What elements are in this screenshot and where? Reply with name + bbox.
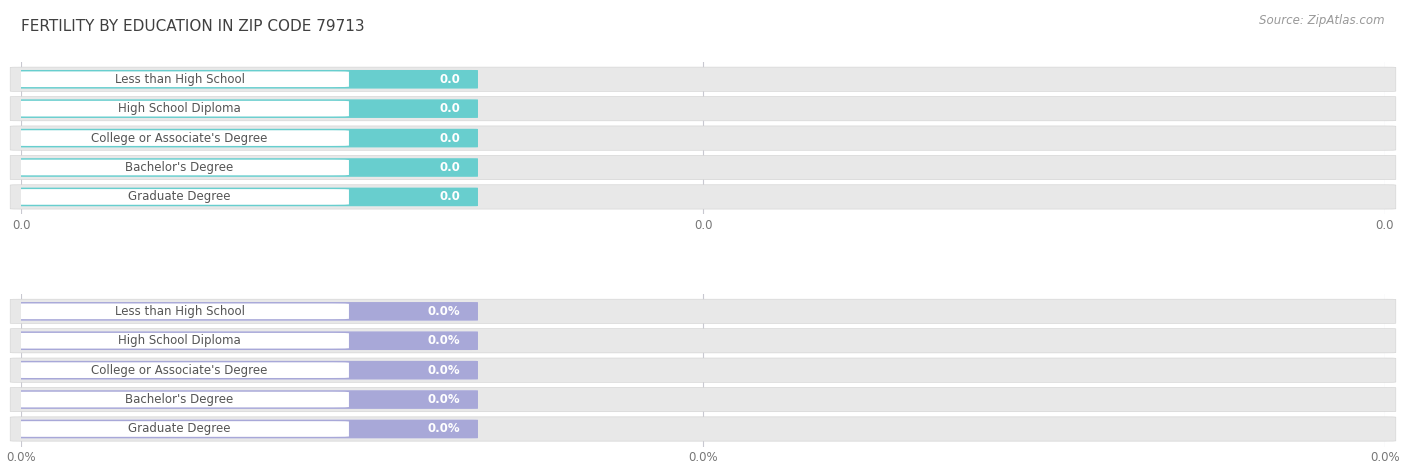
Text: 0.0%: 0.0% <box>427 393 460 406</box>
FancyBboxPatch shape <box>10 358 1396 382</box>
FancyBboxPatch shape <box>10 71 349 87</box>
FancyBboxPatch shape <box>14 158 478 177</box>
FancyBboxPatch shape <box>14 390 478 409</box>
Text: 0.0: 0.0 <box>439 73 460 86</box>
FancyBboxPatch shape <box>10 185 1396 209</box>
FancyBboxPatch shape <box>14 361 478 380</box>
Text: Graduate Degree: Graduate Degree <box>128 422 231 436</box>
Text: College or Associate's Degree: College or Associate's Degree <box>91 364 267 377</box>
FancyBboxPatch shape <box>10 126 1396 150</box>
Text: 0.0%: 0.0% <box>427 422 460 436</box>
FancyBboxPatch shape <box>14 390 478 409</box>
FancyBboxPatch shape <box>10 96 1396 121</box>
FancyBboxPatch shape <box>14 129 478 147</box>
FancyBboxPatch shape <box>14 70 478 88</box>
FancyBboxPatch shape <box>14 332 478 350</box>
Text: Less than High School: Less than High School <box>114 305 245 318</box>
FancyBboxPatch shape <box>14 99 478 118</box>
FancyBboxPatch shape <box>10 362 349 378</box>
Text: 0.0%: 0.0% <box>427 364 460 377</box>
Text: 0.0%: 0.0% <box>427 305 460 318</box>
Text: High School Diploma: High School Diploma <box>118 102 240 115</box>
FancyBboxPatch shape <box>10 304 349 319</box>
FancyBboxPatch shape <box>14 302 478 321</box>
FancyBboxPatch shape <box>10 189 349 205</box>
FancyBboxPatch shape <box>10 155 1396 180</box>
Text: 0.0: 0.0 <box>439 102 460 115</box>
FancyBboxPatch shape <box>10 333 349 349</box>
Text: Graduate Degree: Graduate Degree <box>128 190 231 203</box>
FancyBboxPatch shape <box>10 101 349 116</box>
Text: Bachelor's Degree: Bachelor's Degree <box>125 161 233 174</box>
Text: 0.0: 0.0 <box>439 161 460 174</box>
FancyBboxPatch shape <box>14 188 478 206</box>
FancyBboxPatch shape <box>14 158 478 177</box>
FancyBboxPatch shape <box>14 99 478 118</box>
FancyBboxPatch shape <box>10 160 349 175</box>
FancyBboxPatch shape <box>14 302 478 321</box>
FancyBboxPatch shape <box>10 299 1396 323</box>
FancyBboxPatch shape <box>10 130 349 146</box>
FancyBboxPatch shape <box>14 188 478 206</box>
Text: Less than High School: Less than High School <box>114 73 245 86</box>
FancyBboxPatch shape <box>14 70 478 88</box>
Text: College or Associate's Degree: College or Associate's Degree <box>91 132 267 144</box>
FancyBboxPatch shape <box>10 329 1396 353</box>
FancyBboxPatch shape <box>14 420 478 438</box>
FancyBboxPatch shape <box>10 421 349 437</box>
FancyBboxPatch shape <box>10 67 1396 91</box>
Text: Source: ZipAtlas.com: Source: ZipAtlas.com <box>1260 14 1385 27</box>
Text: 0.0: 0.0 <box>439 132 460 144</box>
FancyBboxPatch shape <box>10 417 1396 441</box>
Text: 0.0%: 0.0% <box>427 334 460 347</box>
Text: Bachelor's Degree: Bachelor's Degree <box>125 393 233 406</box>
Text: FERTILITY BY EDUCATION IN ZIP CODE 79713: FERTILITY BY EDUCATION IN ZIP CODE 79713 <box>21 19 364 34</box>
FancyBboxPatch shape <box>14 361 478 380</box>
Text: High School Diploma: High School Diploma <box>118 334 240 347</box>
FancyBboxPatch shape <box>14 129 478 147</box>
FancyBboxPatch shape <box>14 420 478 438</box>
FancyBboxPatch shape <box>10 392 349 408</box>
FancyBboxPatch shape <box>10 388 1396 412</box>
FancyBboxPatch shape <box>14 332 478 350</box>
Text: 0.0: 0.0 <box>439 190 460 203</box>
